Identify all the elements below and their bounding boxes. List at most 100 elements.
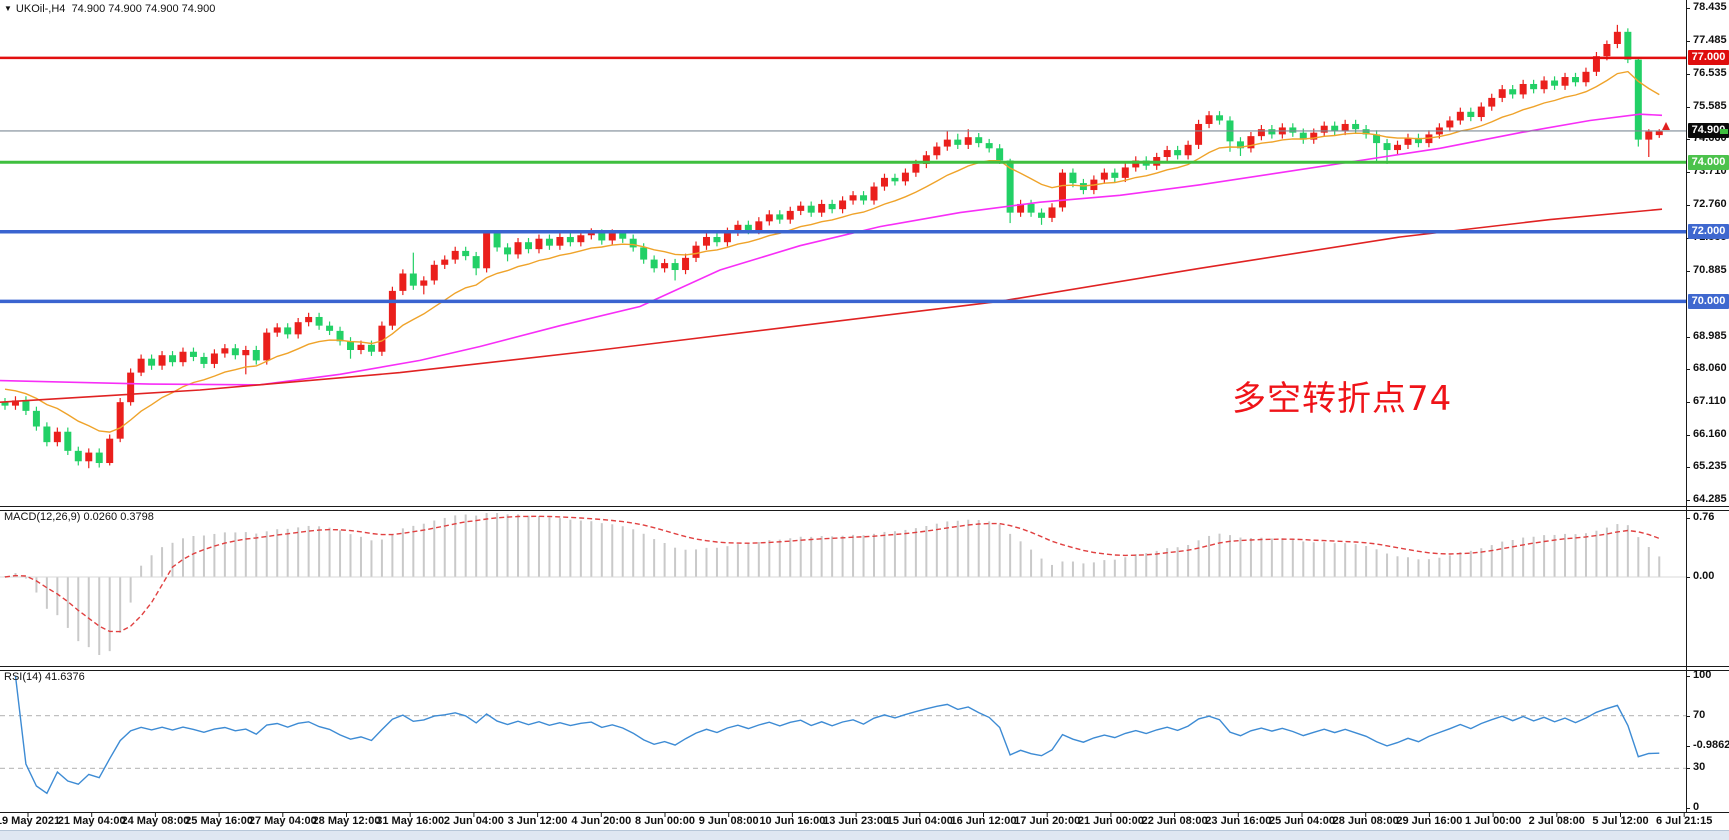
candle [294,318,302,339]
candle [22,396,30,416]
time-axis-label: 13 Jun 23:00 [823,815,890,827]
candle [1174,145,1182,160]
candle [483,230,491,273]
price-badge-74.900: 74.900 [1688,123,1729,139]
candle [137,354,145,377]
candle [807,201,815,217]
candle [326,321,334,336]
price-badge-70.000: 70.000 [1688,293,1729,309]
candle [713,232,721,247]
candle [577,231,585,247]
candle [1111,168,1119,183]
candle [1017,199,1025,217]
candle [870,182,878,205]
rsi-label: RSI(14) [4,671,42,683]
candle [933,142,941,160]
candle [409,252,417,290]
candle [734,220,742,236]
candle [1100,168,1108,184]
candle [818,199,826,217]
candle [525,238,532,254]
chart-scrollbar[interactable] [0,830,1729,840]
candle [1519,79,1527,99]
candle [1592,51,1600,76]
candle [1038,208,1046,225]
candle [1247,131,1255,153]
symbol-label: UKOil-,H4 [15,3,66,15]
candle [1121,163,1129,183]
candle [189,347,197,362]
candle [765,210,773,226]
price-axis[interactable]: 78.435 77.485 76.535 75.585 74.660 73.710 72.7… [1686,0,1729,813]
macd-axis-label: 0.00 [1693,570,1715,582]
macd-axis-label: -0.9862 [1693,738,1729,751]
candle [169,351,177,367]
candle [1613,24,1621,49]
symbol-dropdown-icon[interactable]: ▼ [4,4,12,13]
time-axis[interactable]: 19 May 2021 21 May 04:00 24 May 08:00 25 Ma… [0,814,1729,830]
rsi-axis-label: 30 [1693,761,1706,774]
price-axis-border [1686,0,1687,812]
annotation-text[interactable]: 多空转折点74 [1232,379,1453,419]
candle [545,234,553,250]
candle [1216,111,1224,125]
macd-main-value: 0.0260 [83,511,118,523]
time-axis-label: 24 May 08:00 [121,815,190,827]
ma-mid-magenta [0,113,1663,386]
candle [776,210,784,224]
candle [284,323,292,339]
candle [95,448,103,468]
candle [242,345,250,375]
candle [1477,102,1485,122]
candle [127,368,135,406]
price-axis-label: 78.435 [1693,1,1727,13]
candle [1268,125,1276,139]
candle [493,231,501,252]
moving-averages-layer [0,70,1663,433]
time-axis-label: 9 Jun 08:00 [698,815,759,827]
chart-canvas[interactable] [0,0,1686,830]
candle [231,344,239,360]
chart-header: ▼ UKOil-,H4 74.900 74.900 74.900 74.900 [4,3,215,15]
candle [504,243,512,262]
candle [1006,158,1014,224]
panel-separator-macd[interactable] [0,506,1729,511]
price-badge-74.000: 74.000 [1688,154,1729,170]
time-axis-label: 27 May 04:00 [248,815,317,827]
candle [305,312,313,327]
price-axis-label: 66.160 [1693,427,1727,440]
candle [263,328,271,365]
candle [1551,76,1559,90]
candle [1383,138,1391,164]
candle [1048,203,1056,223]
time-axis-label: 19 May 2021 [0,815,61,827]
candle [922,151,930,169]
rsi-axis-label: 70 [1693,708,1706,721]
time-axis-label: 5 Jul 12:00 [1592,815,1649,827]
candle [1373,130,1381,163]
price-axis-label: 70.885 [1693,263,1727,276]
current-bar-arrow-icon [1662,122,1670,130]
candle [32,406,40,431]
panel-separator-rsi[interactable] [0,666,1729,671]
time-axis-label: 23 Jun 16:00 [1205,815,1272,827]
candle [1341,119,1349,136]
time-axis-label: 21 Jun 00:00 [1077,815,1144,827]
time-axis-label: 25 Jun 04:00 [1268,815,1336,827]
candle [1184,140,1192,160]
candle [1645,129,1653,158]
macd-signal-value: 0.3798 [120,511,154,523]
candle [702,232,710,250]
candle [273,323,281,337]
candle [441,255,449,269]
candle [797,201,805,216]
candle [671,258,679,281]
time-axis-label: 25 May 16:00 [185,815,254,827]
candle [64,427,72,456]
macd-axis-label: 0.76 [1693,511,1715,523]
candle [399,269,407,296]
candle [901,168,909,186]
candle [964,129,972,150]
macd-title-row: MACD(12,26,9) 0.0260 0.3798 [4,511,154,523]
candle [629,234,637,252]
